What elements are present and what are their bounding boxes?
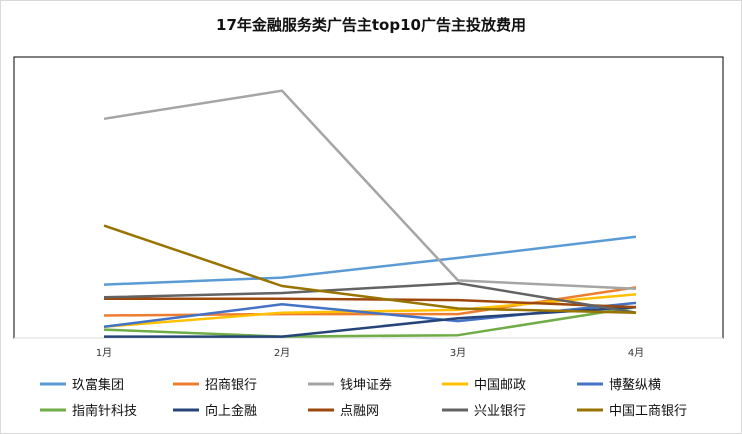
legend-item: 招商银行	[173, 378, 257, 393]
x-tick-label: 3月	[450, 347, 466, 359]
series-line-8	[103, 281, 637, 314]
series-line-6	[104, 305, 637, 338]
chart-title: 17年金融服务类广告主top10广告主投放费用	[216, 16, 526, 34]
legend-item: 向上金融	[173, 403, 257, 419]
legend-label: 招商银行	[205, 378, 257, 393]
x-tick-label: 2月	[274, 347, 290, 359]
legend-label: 中国邮政	[474, 378, 526, 393]
legend-label: 中国工商银行	[609, 404, 687, 419]
series-line-9	[103, 224, 637, 314]
x-tick-label: 4月	[628, 347, 644, 359]
legend-label: 兴业银行	[474, 404, 526, 419]
series-layer	[103, 89, 637, 338]
legend-item: 点融网	[308, 404, 379, 419]
legend-label: 点融网	[340, 404, 379, 419]
series-line-2	[103, 89, 637, 291]
series-line-7	[104, 297, 637, 309]
legend-item: 兴业银行	[442, 404, 526, 419]
legend-item: 博鳌纵横	[577, 377, 661, 393]
x-axis-ticks: 1月 2月 3月 4月	[96, 347, 644, 359]
series-line-0	[103, 235, 637, 286]
legend-label: 指南针科技	[72, 403, 137, 419]
legend-label: 向上金融	[205, 403, 257, 419]
legend-item: 指南针科技	[40, 403, 137, 419]
legend-label: 玖富集团	[72, 377, 124, 393]
legend-item: 中国邮政	[442, 378, 526, 393]
legend-item: 钱坤证券	[308, 377, 392, 393]
legend-item: 玖富集团	[40, 377, 124, 393]
series-line-5	[103, 305, 637, 338]
series-line-3	[103, 293, 637, 329]
legend-label: 钱坤证券	[340, 377, 392, 393]
legend-label: 博鳌纵横	[609, 377, 661, 393]
x-tick-label: 1月	[96, 347, 112, 359]
legend-item: 中国工商银行	[577, 404, 687, 419]
